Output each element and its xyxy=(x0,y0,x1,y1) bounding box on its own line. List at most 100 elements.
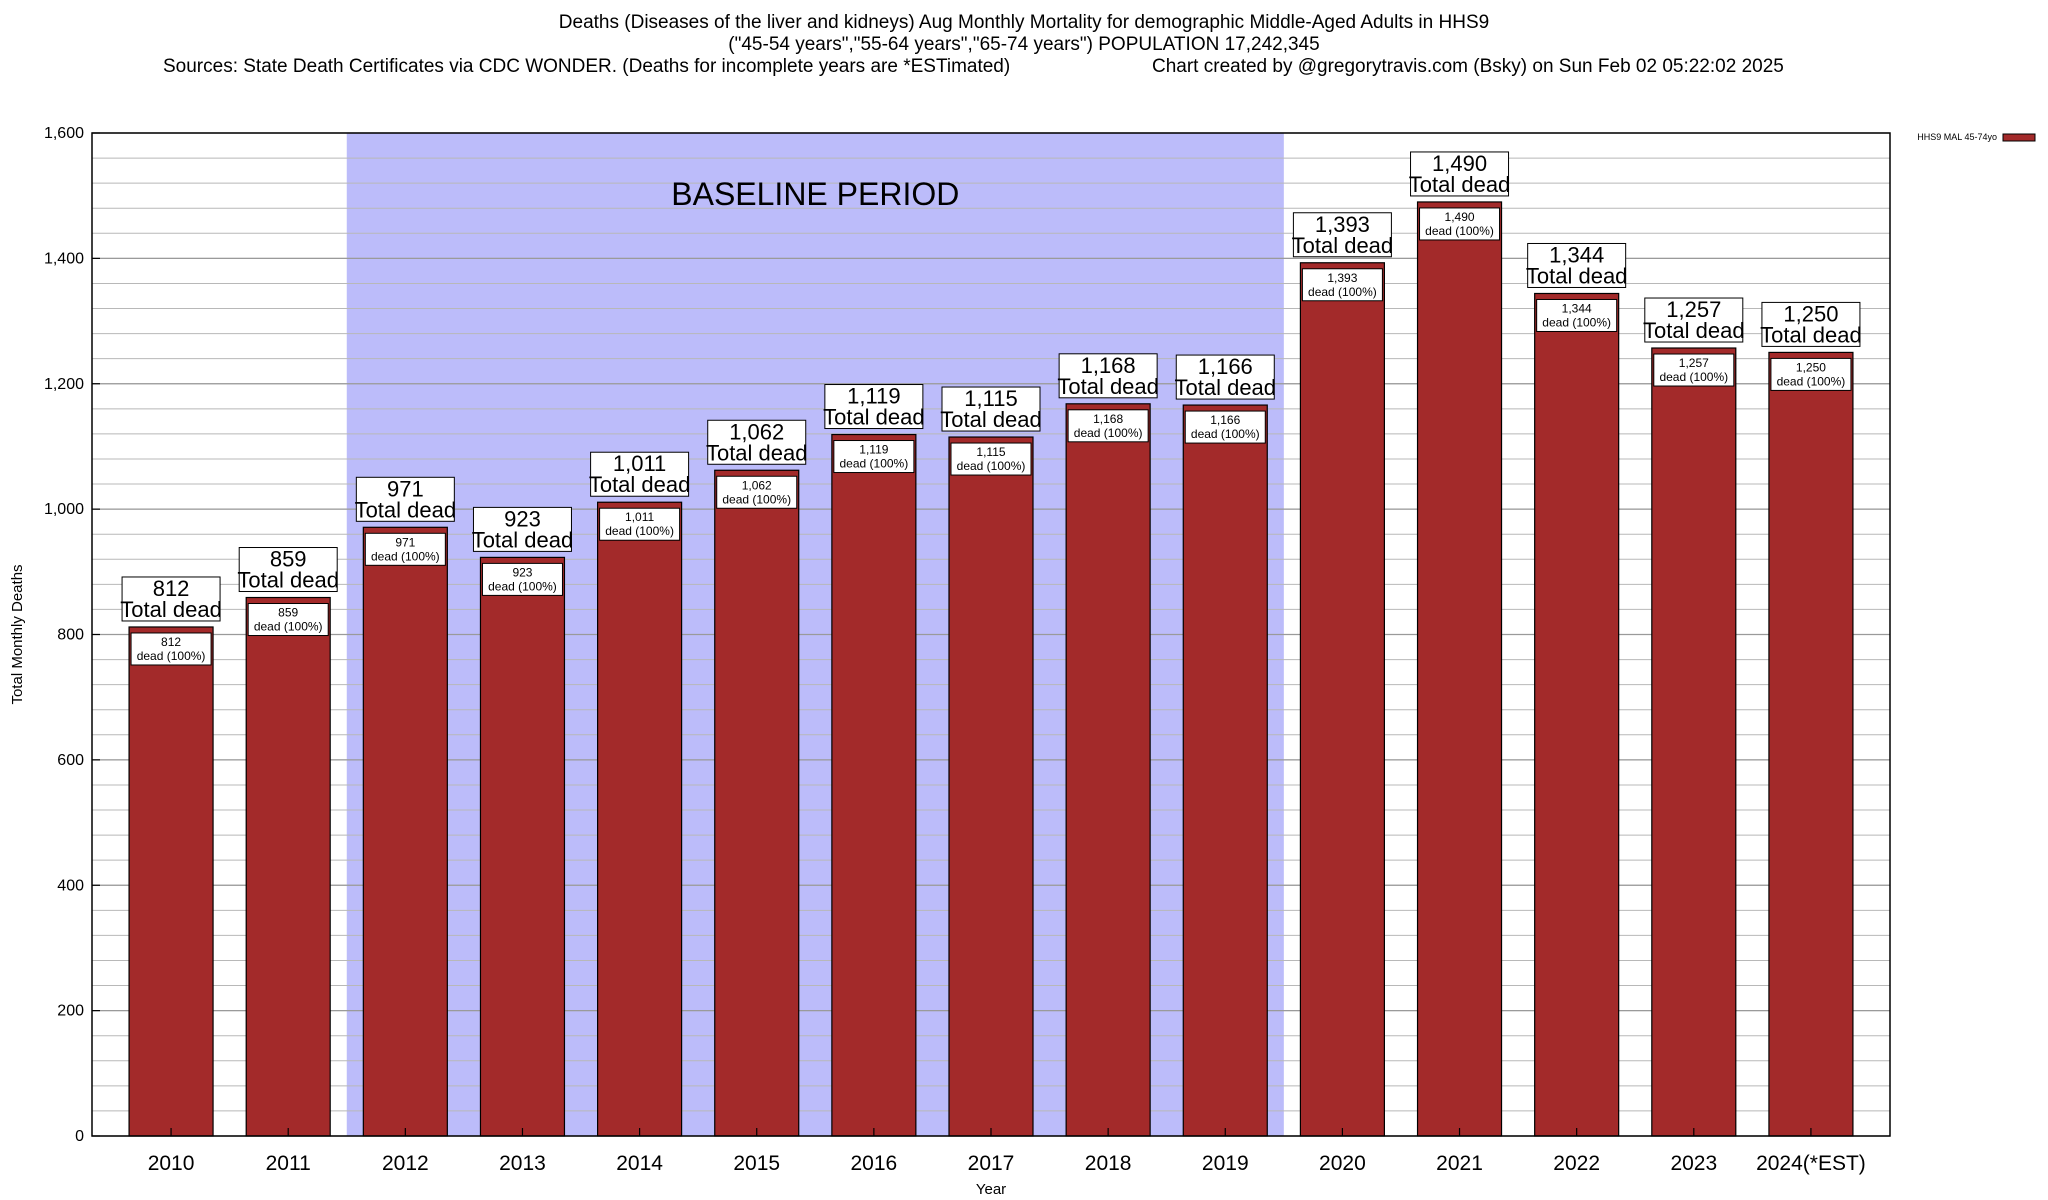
inner-label-text: dead (100%) xyxy=(605,524,674,538)
inner-label-text: dead (100%) xyxy=(1425,224,1494,238)
top-label-text: Total dead xyxy=(1175,375,1277,400)
top-label-box xyxy=(1644,297,1744,343)
y-tick-label: 1,600 xyxy=(44,125,84,142)
inner-label-box xyxy=(1301,268,1383,302)
inner-label-box xyxy=(833,440,915,474)
bar xyxy=(1534,292,1620,1137)
bar xyxy=(362,526,448,1137)
top-label-value: 859 xyxy=(270,547,307,572)
x-tick-label: 2018 xyxy=(1085,1152,1132,1175)
inner-label-value: 1,062 xyxy=(742,478,772,492)
top-label-box xyxy=(355,476,455,522)
inner-label-box xyxy=(716,475,798,509)
bar xyxy=(948,436,1034,1137)
inner-label-box xyxy=(1067,409,1149,443)
bar xyxy=(831,433,917,1137)
x-tick-label: 2016 xyxy=(851,1152,898,1175)
inner-label-value: 1,168 xyxy=(1093,412,1123,426)
y-tick-label: 0 xyxy=(75,1128,84,1145)
x-tick-label: 2022 xyxy=(1553,1152,1600,1175)
inner-label-text: dead (100%) xyxy=(1074,426,1143,440)
bar xyxy=(1416,201,1503,1137)
top-label-text: Total dead xyxy=(1526,263,1628,288)
inner-label-text: dead (100%) xyxy=(840,457,909,471)
top-label-box xyxy=(1761,301,1861,347)
inner-label-value: 812 xyxy=(161,635,181,649)
credit-text: Chart created by @gregorytravis.com (Bsk… xyxy=(1152,56,1784,77)
inner-label-text: dead (100%) xyxy=(1659,370,1728,384)
chart-title: Deaths (Diseases of the liver and kidney… xyxy=(0,12,2048,56)
bar xyxy=(479,556,566,1137)
inner-label-text: dead (100%) xyxy=(488,579,557,593)
y-tick-label: 1,200 xyxy=(44,376,84,393)
inner-label-text: dead (100%) xyxy=(1777,374,1846,388)
bar xyxy=(1065,403,1151,1137)
inner-label-value: 1,166 xyxy=(1210,413,1240,427)
top-label-text: Total dead xyxy=(237,568,339,593)
x-tick-label: 2021 xyxy=(1436,1152,1483,1175)
bar xyxy=(596,501,683,1137)
top-label-text: Total dead xyxy=(706,440,808,465)
top-label-text: Total dead xyxy=(589,472,691,497)
top-label-box xyxy=(121,576,221,622)
top-label-text: Total dead xyxy=(472,527,574,552)
top-label-box xyxy=(238,547,338,593)
x-tick-label: 2012 xyxy=(382,1152,429,1175)
top-label-text: Total dead xyxy=(120,597,222,622)
x-tick-label: 2019 xyxy=(1202,1152,1249,1175)
top-label-text: Total dead xyxy=(940,407,1042,432)
inner-label-box xyxy=(130,632,212,666)
inner-label-value: 1,119 xyxy=(859,443,888,457)
inner-label-value: 1,393 xyxy=(1327,271,1357,285)
inner-label-box xyxy=(950,442,1032,476)
inner-label-box xyxy=(599,507,681,541)
x-tick-label: 2011 xyxy=(266,1152,311,1175)
inner-label-text: dead (100%) xyxy=(1308,285,1377,299)
inner-label-value: 1,250 xyxy=(1796,360,1826,374)
top-label-value: 1,250 xyxy=(1783,301,1838,326)
bar xyxy=(1299,262,1386,1137)
inner-label-text: dead (100%) xyxy=(254,620,323,634)
inner-label-value: 1,115 xyxy=(976,445,1005,459)
top-label-value: 1,393 xyxy=(1315,212,1370,237)
bar xyxy=(1768,351,1854,1137)
top-label-text: Total dead xyxy=(1760,322,1862,347)
top-label-text: Total dead xyxy=(1292,233,1394,258)
inner-label-box xyxy=(1536,298,1618,332)
y-tick-label: 1,400 xyxy=(44,250,84,267)
plot-border xyxy=(91,132,1891,1137)
bar xyxy=(245,596,331,1137)
title-line-1: Deaths (Diseases of the liver and kidney… xyxy=(558,12,1490,33)
inner-label-box xyxy=(1653,353,1735,387)
top-label-value: 1,257 xyxy=(1666,297,1721,322)
top-label-text: Total dead xyxy=(1409,172,1511,197)
top-label-value: 1,490 xyxy=(1432,151,1487,176)
bar xyxy=(1182,404,1268,1137)
top-label-value: 1,119 xyxy=(847,384,900,409)
x-tick-label: 2010 xyxy=(148,1152,195,1175)
top-label-box xyxy=(1175,354,1275,400)
top-label-value: 1,062 xyxy=(729,419,784,444)
inner-label-text: dead (100%) xyxy=(1542,315,1611,329)
top-label-text: Total dead xyxy=(1643,318,1745,343)
top-label-box xyxy=(707,419,807,465)
top-label-box xyxy=(1410,151,1510,197)
top-label-value: 1,166 xyxy=(1198,354,1253,379)
top-label-box xyxy=(824,384,924,430)
title-line-2: ("45-54 years","55-64 years","65-74 year… xyxy=(728,34,1320,55)
inner-label-text: dead (100%) xyxy=(1191,427,1260,441)
legend-swatch xyxy=(2002,133,2036,142)
inner-label-box xyxy=(247,603,329,637)
inner-label-value: 859 xyxy=(278,606,298,620)
y-tick-label: 1,000 xyxy=(44,501,84,518)
y-axis-label: Total Monthly Deaths xyxy=(9,564,26,704)
y-tick-label: 400 xyxy=(57,877,84,894)
inner-label-value: 923 xyxy=(512,565,532,579)
inner-label-text: dead (100%) xyxy=(957,459,1026,473)
top-label-box xyxy=(1527,242,1627,288)
x-axis-label: Year xyxy=(976,1181,1006,1198)
inner-label-value: 1,011 xyxy=(625,510,654,524)
top-label-value: 1,011 xyxy=(613,451,666,476)
x-tick-label: 2017 xyxy=(968,1152,1015,1175)
x-tick-label: 2014 xyxy=(616,1152,663,1175)
